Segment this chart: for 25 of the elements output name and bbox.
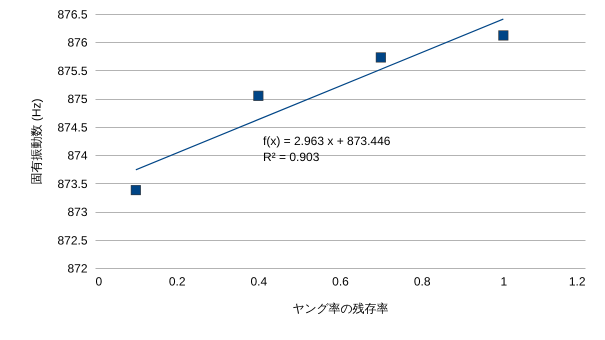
- x-tick-label: 1: [500, 274, 508, 288]
- x-tick-label: 0: [96, 274, 102, 288]
- annotation: R² = 0.903: [263, 150, 320, 164]
- x-tick-label: 1.2: [568, 274, 586, 288]
- x-tick-label: 0.8: [414, 274, 431, 288]
- y-tick-label: 873.5: [57, 176, 88, 191]
- y-tick-label: 875.5: [57, 64, 88, 78]
- y-axis-title: 固有振動数 (Hz): [29, 98, 44, 184]
- annotation: f(x) = 2.963 x + 873.446: [263, 134, 391, 148]
- point: [498, 30, 508, 40]
- y-tick-label: 873: [67, 205, 88, 220]
- point: [376, 52, 386, 63]
- y-tick-label: 874.5: [57, 120, 88, 134]
- y-tick-label: 876.5: [57, 8, 88, 22]
- y-tick-label: 872: [67, 262, 88, 276]
- point: [130, 185, 141, 196]
- y-tick-label: 874: [67, 148, 88, 163]
- y-tick-label: 875: [67, 92, 88, 106]
- x-tick-label: 0.6: [332, 274, 350, 288]
- x-axis-title: ヤング率の残存率: [292, 302, 388, 316]
- y-tick-label: 876: [67, 36, 88, 50]
- point: [253, 90, 264, 101]
- x-tick-label: 0.2: [168, 274, 186, 288]
- x-tick-label: 0.4: [250, 274, 268, 288]
- y-tick-label: 872.5: [57, 233, 88, 248]
